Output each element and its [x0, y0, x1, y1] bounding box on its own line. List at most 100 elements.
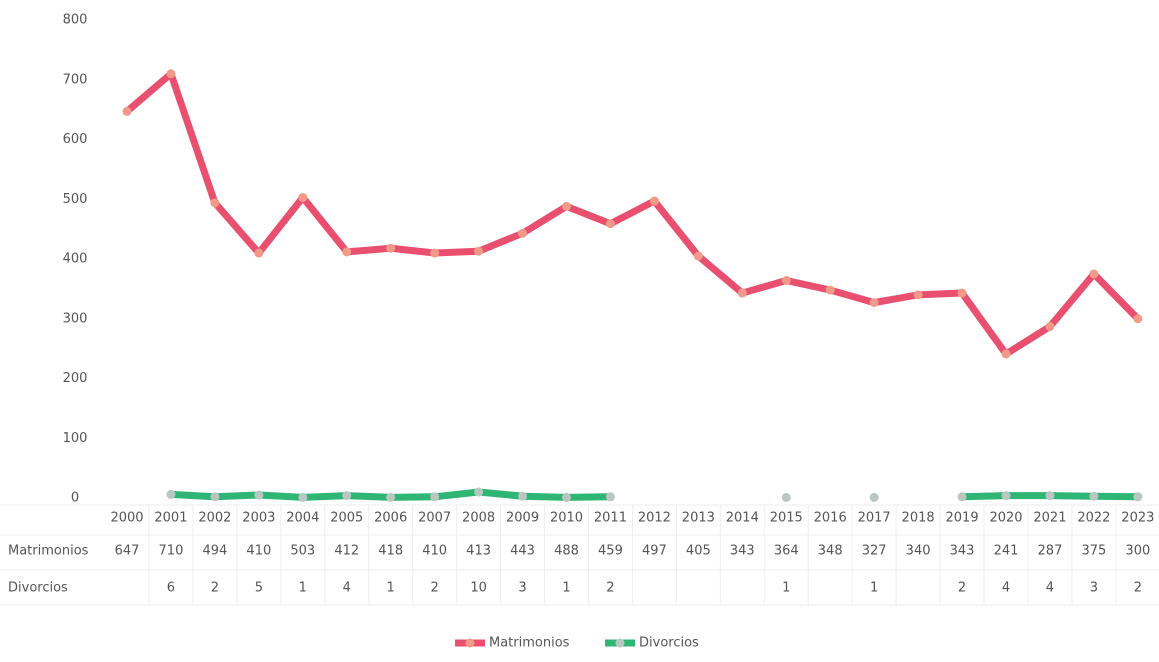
x-tick-label: 2016 — [814, 511, 847, 526]
table-row-label: Matrimonios — [8, 544, 89, 559]
table-value: 343 — [730, 544, 755, 559]
x-tick-label: 2014 — [726, 511, 759, 526]
table-value: 5 — [255, 581, 263, 596]
table-value: 443 — [510, 544, 535, 559]
table-value: 710 — [159, 544, 184, 559]
marker — [693, 251, 703, 261]
table-value: 1 — [387, 581, 395, 596]
legend-marker — [465, 638, 475, 648]
x-tick-label: 2019 — [946, 511, 979, 526]
table-value: 2 — [211, 581, 219, 596]
table-value: 2 — [1134, 581, 1142, 596]
marker — [1089, 491, 1099, 501]
y-tick-label: 400 — [63, 252, 88, 267]
table-value: 340 — [906, 544, 931, 559]
x-tick-label: 2012 — [638, 511, 671, 526]
marker — [1133, 314, 1143, 324]
series-line — [167, 488, 1142, 501]
x-tick-label: 2009 — [506, 511, 539, 526]
marker — [605, 492, 615, 502]
table-value: 327 — [862, 544, 887, 559]
marker — [430, 492, 440, 502]
marker — [1133, 492, 1143, 502]
marker — [298, 492, 308, 502]
legend-label: Divorcios — [639, 636, 699, 651]
series-line — [123, 70, 1142, 358]
x-tick-label: 2017 — [858, 511, 891, 526]
table-value: 497 — [642, 544, 667, 559]
table-value: 410 — [246, 544, 271, 559]
marker — [781, 276, 791, 286]
marker — [254, 490, 264, 500]
marker — [957, 288, 967, 298]
marker — [1089, 269, 1099, 279]
x-tick-label: 2013 — [682, 511, 715, 526]
marker — [869, 492, 879, 502]
marker — [562, 492, 571, 502]
marker — [781, 492, 791, 502]
y-tick-label: 100 — [63, 431, 88, 446]
marker — [474, 487, 484, 497]
table-value: 300 — [1125, 544, 1150, 559]
marker — [386, 492, 396, 502]
marker — [210, 198, 220, 208]
table-value: 2 — [606, 581, 614, 596]
table-value: 413 — [466, 544, 491, 559]
table-value: 1 — [562, 581, 570, 596]
table-value: 4 — [343, 581, 351, 596]
marker — [1001, 491, 1011, 501]
marker — [342, 491, 352, 501]
marker — [518, 228, 528, 238]
table-value: 364 — [774, 544, 799, 559]
table-value: 1 — [870, 581, 878, 596]
marker — [649, 196, 659, 206]
marker — [254, 248, 264, 258]
x-tick-label: 2023 — [1121, 511, 1154, 526]
x-tick-label: 2020 — [989, 511, 1022, 526]
table-value: 3 — [1090, 581, 1098, 596]
marker — [605, 219, 615, 229]
marker — [562, 201, 571, 211]
y-tick-label: 600 — [63, 132, 88, 147]
marker — [166, 489, 176, 499]
legend-marker — [615, 638, 625, 648]
marker — [825, 285, 835, 295]
y-tick-label: 200 — [63, 371, 88, 386]
table-value: 410 — [422, 544, 447, 559]
table-value: 503 — [290, 544, 315, 559]
table-value: 647 — [115, 544, 140, 559]
table-value: 4 — [1002, 581, 1010, 596]
marker — [210, 492, 220, 502]
table-value: 287 — [1038, 544, 1063, 559]
table-value: 2 — [431, 581, 439, 596]
x-tick-label: 2005 — [330, 511, 363, 526]
marker — [518, 491, 528, 501]
marker — [737, 288, 747, 298]
x-tick-label: 2007 — [418, 511, 451, 526]
table-value: 241 — [994, 544, 1019, 559]
x-tick-label: 2021 — [1033, 511, 1066, 526]
table-value: 6 — [167, 581, 175, 596]
marker — [430, 248, 440, 258]
marker — [122, 106, 132, 116]
x-tick-label: 2004 — [286, 511, 319, 526]
table-value: 343 — [950, 544, 975, 559]
table-row-label: Divorcios — [8, 581, 68, 596]
table-value: 488 — [554, 544, 579, 559]
table-value: 348 — [818, 544, 843, 559]
table-value: 459 — [598, 544, 623, 559]
table-value: 418 — [378, 544, 403, 559]
y-tick-label: 300 — [63, 311, 88, 326]
marker — [1045, 491, 1055, 501]
table-value: 494 — [202, 544, 227, 559]
marker — [474, 246, 484, 256]
x-tick-label: 2015 — [770, 511, 803, 526]
table-value: 1 — [782, 581, 790, 596]
x-tick-label: 2006 — [374, 511, 407, 526]
y-tick-label: 0 — [71, 491, 79, 506]
x-tick-label: 2018 — [902, 511, 935, 526]
table-value: 1 — [299, 581, 307, 596]
y-tick-label: 700 — [63, 72, 88, 87]
x-tick-label: 2011 — [594, 511, 627, 526]
